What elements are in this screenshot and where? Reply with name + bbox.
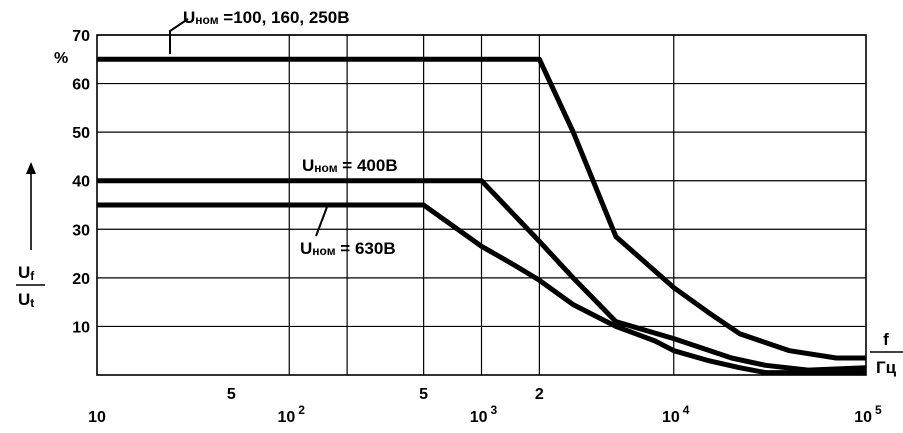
y-tick-label-30: 30 [72,222,90,239]
series-label-1: Uном = 400В [302,156,398,175]
y-tick-label-60: 60 [72,77,90,94]
x-tick-label-3: 5 [419,386,428,403]
y-tick-label-40: 40 [72,174,90,191]
x-tick-label-0: 10 [88,409,106,426]
x-tick-label-4: 10 3 [470,403,498,426]
x-tick-label-7: 10 5 [854,403,882,426]
series-layer [97,56,867,376]
x-tick-label-5: 2 [535,386,544,403]
x-label-numerator: f [883,330,889,349]
y-axis-arrow-head [26,162,36,174]
x-label-denominator: Гц [876,358,897,377]
y-label-numerator: Uf [18,263,35,283]
series-line-0 [97,56,866,361]
y-tick-label-50: 50 [72,125,90,142]
series-label-2: Uном = 630В [300,239,396,258]
x-tick-label-1: 5 [227,386,236,403]
series-leader-0 [169,18,189,54]
x-tick-label-2: 10 2 [278,403,306,426]
y-unit-label: % [54,50,68,67]
series-line-2 [97,202,866,376]
y-tick-label-10: 10 [72,319,90,336]
series-leader-2 [315,206,328,237]
y-tick-label-20: 20 [72,271,90,288]
series-label-0: Uном =100, 160, 250В [183,8,350,27]
y-tick-label-70: 70 [72,28,90,45]
x-tick-label-6: 10 4 [662,403,690,426]
series-line-1 [97,178,867,373]
y-label-denominator: Ut [18,290,34,310]
